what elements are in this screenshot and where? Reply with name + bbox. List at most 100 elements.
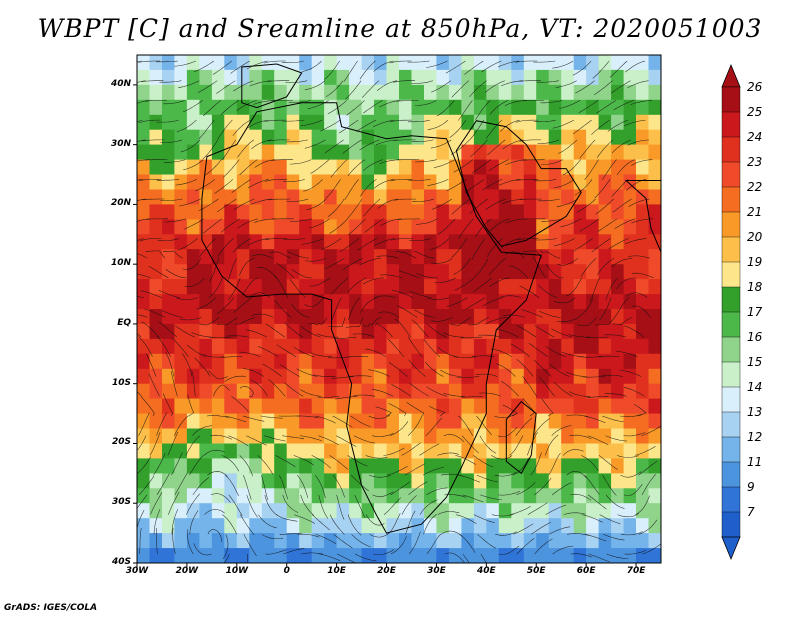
field-cell xyxy=(648,533,661,549)
streamline xyxy=(522,398,536,417)
streamline xyxy=(222,534,229,559)
streamline xyxy=(138,60,160,63)
field-cell xyxy=(523,353,537,370)
streamline xyxy=(426,487,448,496)
colorbar-swatch xyxy=(721,136,741,163)
field-cell xyxy=(174,219,188,235)
streamline xyxy=(137,119,143,123)
field-cell xyxy=(311,249,325,265)
field-cell xyxy=(411,443,425,459)
streamline xyxy=(231,396,249,413)
field-cell xyxy=(586,503,600,519)
field-cell xyxy=(186,264,200,280)
field-cell xyxy=(424,518,438,534)
field-cell xyxy=(349,518,363,534)
field-cell xyxy=(261,518,275,534)
streamline xyxy=(375,406,392,417)
streamline xyxy=(251,139,272,150)
field-cell xyxy=(162,518,176,534)
field-cell xyxy=(561,294,575,310)
field-cell xyxy=(249,473,263,489)
lat-label: 30S xyxy=(111,497,131,508)
streamline xyxy=(237,218,258,229)
field-cell xyxy=(286,234,300,250)
streamline xyxy=(274,300,292,318)
field-cell xyxy=(561,264,575,280)
field-cell xyxy=(324,443,338,459)
streamline xyxy=(217,198,237,213)
streamline xyxy=(453,356,476,358)
streamline xyxy=(369,531,391,538)
field-cell xyxy=(523,189,537,205)
field-cell xyxy=(199,204,213,220)
field-cell xyxy=(636,99,650,116)
streamline xyxy=(276,262,295,279)
field-cell xyxy=(473,368,487,385)
streamline xyxy=(424,362,444,377)
field-cell xyxy=(211,114,225,131)
field-cell xyxy=(299,294,313,310)
streamline xyxy=(597,218,618,232)
streamline xyxy=(485,80,505,93)
field-cell xyxy=(498,533,512,549)
field-cell xyxy=(448,294,462,310)
streamline xyxy=(416,218,438,225)
streamline xyxy=(607,119,628,132)
field-cell xyxy=(573,323,587,340)
streamline xyxy=(238,351,261,358)
field-cell xyxy=(623,548,637,563)
field-cell xyxy=(336,309,350,325)
field-cell xyxy=(261,129,275,146)
field-cell xyxy=(211,204,225,220)
streamline xyxy=(137,456,152,475)
field-cell xyxy=(349,338,363,355)
field-cell xyxy=(299,114,313,131)
field-cell xyxy=(199,114,213,131)
field-cell xyxy=(162,219,176,235)
streamline xyxy=(304,257,327,262)
streamline xyxy=(457,100,473,121)
field-cell xyxy=(311,264,325,280)
field-cell xyxy=(399,338,413,355)
field-cell xyxy=(461,353,475,370)
field-cell xyxy=(623,398,637,415)
streamline xyxy=(208,370,228,380)
field-cell xyxy=(473,323,487,340)
field-cell xyxy=(411,458,425,474)
streamline xyxy=(431,198,453,210)
field-cell xyxy=(473,129,487,146)
streamline xyxy=(251,313,274,318)
streamline xyxy=(587,435,609,445)
field-cell xyxy=(523,294,537,310)
field-cell xyxy=(324,234,338,250)
field-cell xyxy=(536,309,550,325)
field-cell xyxy=(536,55,550,71)
field-cell xyxy=(236,294,250,310)
field-cell xyxy=(174,353,188,370)
streamline xyxy=(316,333,339,338)
field-cell xyxy=(523,503,537,519)
field-cell xyxy=(611,443,625,459)
field-cell xyxy=(548,264,562,280)
field-cell xyxy=(261,398,275,415)
streamline xyxy=(162,393,174,417)
field-cell xyxy=(199,129,213,146)
field-cell xyxy=(349,353,363,370)
field-cell xyxy=(498,353,512,370)
field-cell xyxy=(361,398,375,415)
streamline xyxy=(614,218,636,229)
field-cell xyxy=(249,383,263,400)
streamline xyxy=(609,60,628,78)
field-cell xyxy=(411,219,425,235)
field-cell xyxy=(324,69,338,86)
streamline xyxy=(212,60,232,75)
streamline xyxy=(257,455,274,475)
field-cell xyxy=(361,219,375,235)
field-cell xyxy=(448,398,462,415)
field-cell xyxy=(274,129,288,146)
field-cell xyxy=(224,458,238,474)
field-cell xyxy=(611,413,625,430)
field-cell xyxy=(448,69,462,86)
field-cell xyxy=(636,473,650,489)
streamline xyxy=(319,553,341,562)
